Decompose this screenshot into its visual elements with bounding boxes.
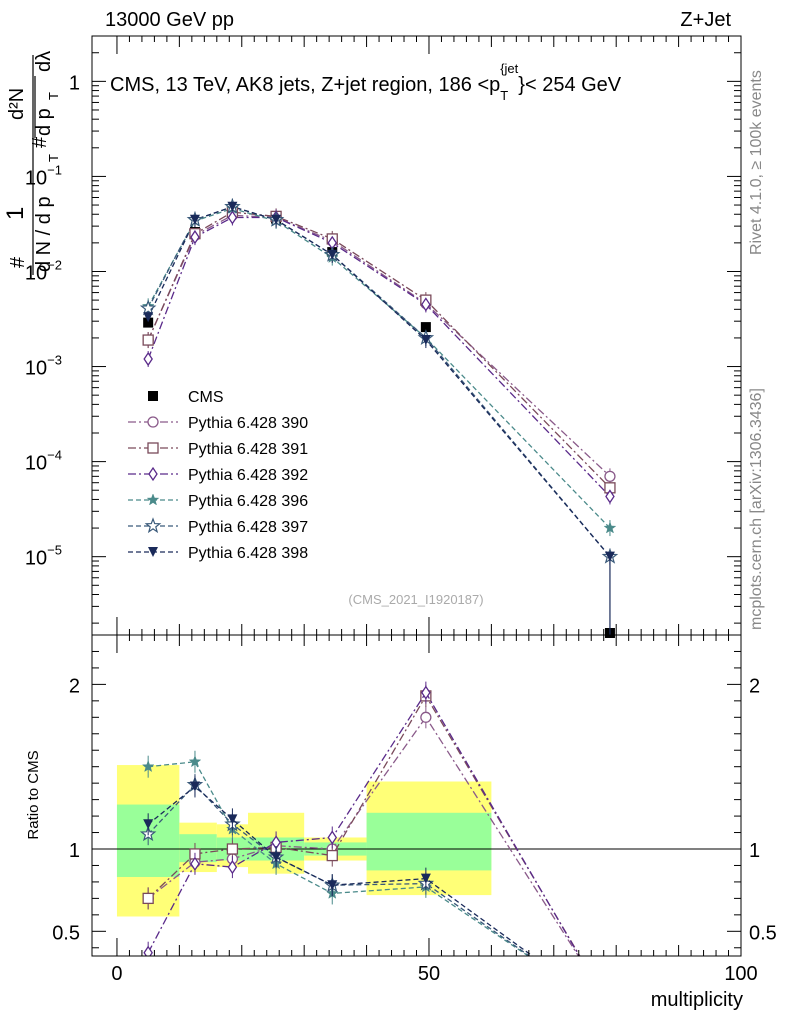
svg-text:1: 1 [2,207,29,220]
main-point-s392 [190,229,200,245]
ratio-ytick-label: 0.5 [52,922,80,944]
ratio-point-s391 [326,849,338,862]
xtick-label: 0 [111,963,122,985]
legend-label-s390: Pythia 6.428 390 [188,415,308,432]
ratio-point-s392 [227,859,238,875]
xtick-label: 100 [724,963,757,985]
main-point-s398 [327,249,338,260]
xtick-label: 50 [418,963,440,985]
ratio-panel: 0.5 0.5 1 1 2 2 0 50 100 Ratio to CMS multiplici… [25,634,777,1011]
main-panel: 1 10−1 10−2 10−3 10−4 10−5 CMS, 13 TeV, AK8 j… [2,35,742,638]
svg-text:dλ: dλ [33,51,55,72]
ratio-ytick-label: 2 [69,675,80,697]
ratio-point-s391 [226,843,239,855]
ratio-bands [92,765,741,917]
ratio-axes: 0.5 0.5 1 1 2 2 0 50 100 [52,635,777,985]
ratio-point-s398 [420,873,431,884]
main-point-s391 [142,334,154,346]
main-axes: 1 10−1 10−2 10−3 10−4 10−5 [25,35,742,635]
legend-label-s398: Pythia 6.428 398 [188,545,308,562]
legend-label-s396: Pythia 6.428 396 [188,493,308,510]
main-point-s398 [227,201,238,212]
main-line-s390 [147,214,611,477]
legend-label-s397: Pythia 6.428 397 [188,519,308,536]
ratio-point-s398 [189,781,200,792]
ratio-ylabel: Ratio to CMS [25,750,42,839]
ratio-point-s392 [143,945,153,956]
main-point-s392 [605,489,615,504]
svg-text:T: T [46,92,61,100]
svg-text:d²N: d²N [6,88,28,120]
main-ylabel: # 1 d N / d p T # d²N d p T dλ [2,51,61,275]
ratio-point-s392 [327,830,338,845]
main-ytick-label: 1 [69,72,80,94]
ratio-point-s390 [420,711,432,723]
legend-label-s391: Pythia 6.428 391 [188,441,308,458]
ratio-point-s391 [142,892,154,905]
main-ytick-label: 10−3 [25,353,62,380]
ratio-ytick-label: 1 [69,840,80,862]
legend: CMS Pythia 6.428 390 Pythia 6.428 391 Pythi… [128,389,308,562]
main-point-s398 [420,335,431,346]
main-point-data [420,322,431,333]
ratio-point-s392 [190,856,200,871]
main-point-s396 [603,521,617,534]
main-data-layer [139,197,619,638]
svg-text:#: # [29,136,51,148]
legend-label-data: CMS [188,389,224,406]
ratio-point-s398 [143,819,154,830]
main-ytick-label: 10−2 [25,257,62,284]
ratio-point-s396 [141,759,155,773]
svg-text:#: # [7,256,29,268]
main-point-s397 [139,299,157,316]
main-point-s392 [421,297,431,312]
legend-marker-s390 [147,416,159,428]
svg-text:d p: d p [33,108,55,136]
main-point-data [143,317,154,328]
ratio-series-group [139,681,581,956]
legend-marker-s396 [146,493,160,506]
main-point-s398 [143,312,154,323]
main-point-s392 [227,210,238,225]
main-ytick-label: 10−1 [25,162,62,189]
header-energy: 13000 GeV pp [105,9,234,31]
mcplots-label: mcplots.cern.ch [arXiv:1306.3436] [748,388,765,630]
header-process: Z+Jet [680,9,731,31]
ratio-ytick-label-right: 1 [749,840,760,862]
ratio-point-s392 [421,685,431,700]
legend-marker-s398 [148,547,158,557]
ratio-point-s396 [188,755,202,768]
plot-title: CMS, 13 TeV, AK8 jets, Z+jet region, 186… [110,61,622,103]
legend-label-s392: Pythia 6.428 392 [188,467,308,484]
ratio-ytick-label-right: 0.5 [749,922,777,944]
ratio-ytick-label-right: 2 [749,675,760,697]
svg-text:d N / d p: d N / d p [33,196,55,272]
analysis-id: (CMS_2021_I1920187) [348,592,483,607]
ratio-data-layer [139,681,581,956]
legend-marker-s397 [144,517,162,534]
ratio-point-s398 [271,852,282,863]
ratio-band-inner [366,812,492,871]
ratio-point-s398 [327,880,338,891]
xlabel: multiplicity [651,989,743,1011]
ratio-point-s398 [227,814,238,825]
main-point-s392 [143,351,153,367]
legend-marker-s392 [148,466,158,482]
rivet-label: Rivet 4.1.0, ≥ 100k events [748,70,765,255]
svg-text:T: T [46,154,61,162]
main-ytick-label: 10−4 [25,448,62,475]
main-point-s398 [271,214,282,225]
main-ytick-label: 10−5 [25,543,62,570]
legend-marker-s391 [147,442,159,454]
main-point-s398 [189,214,200,225]
main-point-s390 [604,470,616,482]
legend-marker-data [148,391,158,401]
